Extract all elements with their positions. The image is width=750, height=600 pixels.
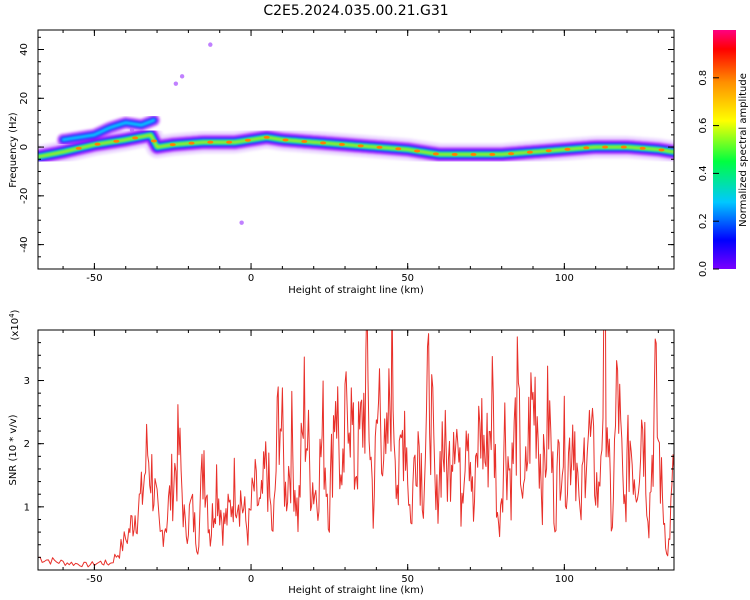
ridge-hotspot: [564, 147, 571, 151]
snr-panel: -50 0 50 100 1 2 3 Height of straight line (km…: [8, 309, 675, 596]
scatter-point: [179, 74, 185, 79]
ridge-hotspot: [658, 148, 665, 152]
ridge-hotspot: [451, 152, 458, 156]
ridge-hotspot: [94, 142, 101, 146]
snr-series-line: [38, 330, 674, 568]
ridge-hotspot: [226, 140, 233, 144]
colorbar-tick-label: 0.2: [698, 213, 709, 229]
y-tick-label: 3: [24, 376, 30, 387]
spectrogram-panel: -50 0 50 100 -40 -20 0 20 40 Height of straight …: [8, 29, 675, 296]
ridge-hotspot: [207, 140, 214, 144]
y-tick-label: -40: [19, 236, 30, 252]
ridge-hotspot: [357, 144, 364, 148]
spectrogram-frame: [37, 29, 675, 270]
ridge-hotspot: [526, 150, 533, 154]
spectrogram-ticks: -50 0 50 100 -40 -20 0 20 40: [19, 30, 674, 284]
scatter-point: [239, 220, 244, 225]
colorbar-tick-label: 0.8: [698, 70, 709, 86]
ridge-hotspot: [244, 138, 251, 142]
colorbar: 0.0 0.2 0.4 0.6 0.8 Normalized spectral ampl…: [698, 30, 749, 277]
snr-ylabel: SNR (10 * v/v): [8, 414, 19, 485]
ridge-hotspot: [508, 152, 515, 156]
x-tick-label: 0: [248, 574, 254, 585]
x-tick-label: 100: [555, 273, 574, 284]
ridge-hotspot: [545, 149, 552, 153]
snr-xlabel: Height of straight line (km): [288, 585, 424, 596]
ridge-hotspot: [263, 135, 270, 139]
ridge-hotspot: [320, 141, 327, 145]
ridge-hotspot: [188, 141, 195, 145]
y-tick-label: 0: [19, 144, 30, 150]
secondary-branch-2: [61, 118, 156, 142]
ridge-hotspot: [583, 146, 590, 150]
snr-scale-prefix: (x10: [10, 318, 21, 341]
ridge-hotspot: [470, 152, 477, 156]
x-tick-label: -50: [86, 574, 102, 585]
ridge-hotspot: [113, 139, 120, 143]
x-tick-label: -50: [86, 273, 102, 284]
scatter-point: [129, 127, 135, 133]
ridge-hotspot: [432, 152, 439, 156]
ridge-hotspot: [620, 145, 627, 149]
colorbar-ticks: 0.0 0.2 0.4 0.6 0.8: [698, 70, 719, 277]
ridge-hotspot: [395, 147, 402, 151]
x-tick-label: 100: [555, 574, 574, 585]
colorbar-tick-label: 0.0: [698, 261, 709, 277]
ridge-hotspot: [489, 152, 496, 156]
ridge-hotspot: [132, 136, 139, 140]
snr-scale-label: (x104): [8, 309, 21, 340]
ridge-hotspot: [150, 139, 157, 143]
y-tick-label: 20: [19, 92, 30, 105]
snr-scale-exponent: 4: [8, 313, 16, 318]
ridge-hotspot: [282, 138, 289, 142]
ridge-hotspot: [338, 142, 345, 146]
spectrogram-ridge: [38, 42, 674, 225]
ridge-hotspot: [602, 145, 609, 149]
y-tick-label: -20: [19, 188, 30, 204]
scatter-point: [173, 81, 179, 86]
ridge-hotspot: [414, 149, 421, 153]
x-tick-label: 0: [248, 273, 254, 284]
colorbar-tick-label: 0.4: [698, 165, 709, 181]
ridge-hotspot: [75, 146, 82, 150]
colorbar-label: Normalized spectral amplitude: [738, 73, 749, 227]
snr-frame: [37, 329, 675, 571]
x-tick-label: 50: [401, 273, 414, 284]
snr-ticks: -50 0 50 100 1 2 3: [24, 330, 674, 585]
figure-title: C2E5.2024.035.00.21.G31: [263, 3, 448, 19]
scatter-point: [208, 42, 213, 47]
snr-line-layer: [38, 330, 674, 568]
x-tick-label: 50: [401, 574, 414, 585]
snr-scale-suffix: ): [10, 309, 21, 313]
y-tick-label: 40: [19, 43, 30, 56]
y-tick-label: 1: [24, 502, 30, 513]
ridge-hotspot: [169, 143, 176, 147]
ridge-hotspot: [376, 145, 383, 149]
ridge-hotspot: [639, 146, 646, 150]
spectrogram-ylabel: Frequency (Hz): [8, 112, 19, 188]
colorbar-gradient: [713, 30, 736, 269]
y-tick-label: 2: [24, 439, 30, 450]
ridge-hotspot: [301, 139, 308, 143]
colorbar-tick-label: 0.6: [698, 118, 709, 134]
spectrogram-xlabel: Height of straight line (km): [288, 285, 424, 296]
